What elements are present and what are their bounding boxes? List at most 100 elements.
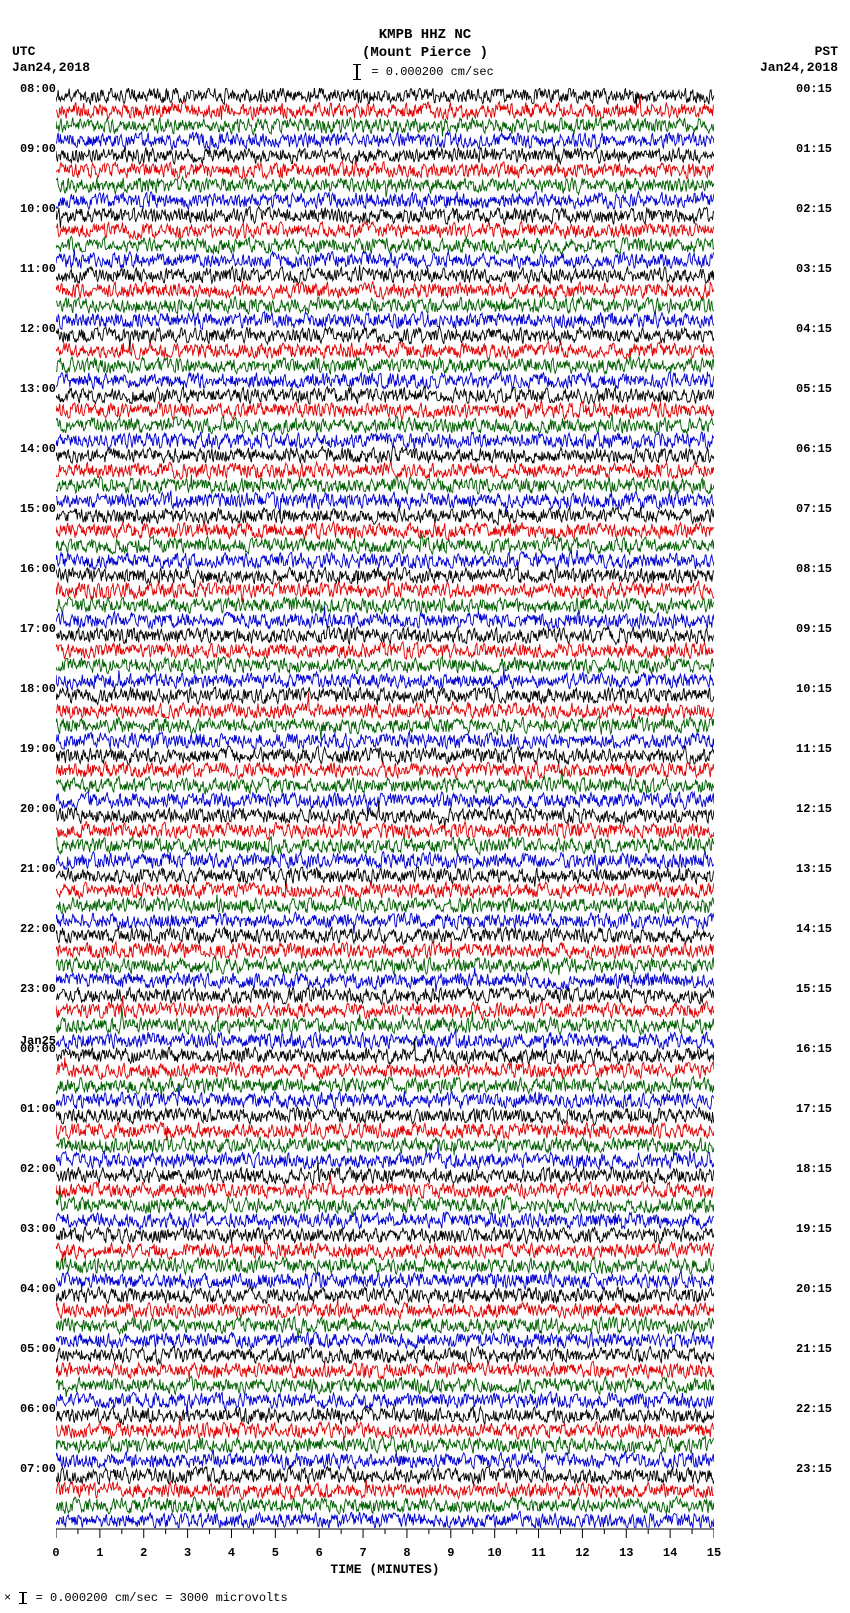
seismic-trace — [56, 475, 714, 495]
left-hour-label: 07:00 — [20, 1463, 56, 1475]
seismic-trace — [56, 687, 714, 706]
x-axis: TIME (MINUTES) 0123456789101112131415 — [56, 1528, 714, 1564]
x-tick-label: 15 — [707, 1546, 721, 1560]
seismic-trace — [56, 563, 714, 588]
seismic-trace — [56, 88, 714, 107]
x-tick-label: 11 — [531, 1546, 545, 1560]
seismic-trace — [56, 655, 714, 674]
seismic-trace — [56, 1436, 714, 1454]
left-hour-label: 12:00 — [20, 323, 56, 335]
seismic-trace — [56, 550, 714, 570]
seismic-trace — [56, 1361, 714, 1379]
left-hour-label: 00:00 — [20, 1043, 56, 1055]
left-hour-label: 18:00 — [20, 683, 56, 695]
seismic-trace — [56, 912, 714, 934]
x-tick-label: 3 — [184, 1546, 191, 1560]
seismic-trace — [56, 372, 714, 389]
helicorder-plot — [56, 88, 714, 1528]
left-hour-label: 23:00 — [20, 983, 56, 995]
left-hour-label: 03:00 — [20, 1223, 56, 1235]
right-hour-label: 17:15 — [796, 1103, 832, 1115]
seismic-trace — [56, 882, 714, 899]
seismic-trace — [56, 386, 714, 404]
left-hour-label: 11:00 — [20, 263, 56, 275]
seismic-trace — [56, 1122, 714, 1141]
right-hour-label: 01:15 — [796, 143, 832, 155]
seismic-trace — [56, 1271, 714, 1290]
right-hour-label: 07:15 — [796, 503, 832, 515]
seismic-trace — [56, 1332, 714, 1349]
tz-left-label: UTC — [12, 44, 90, 60]
scale-bar-icon — [22, 1592, 24, 1604]
right-hour-label: 05:15 — [796, 383, 832, 395]
right-hour-label: 23:15 — [796, 1463, 832, 1475]
x-axis-title: TIME (MINUTES) — [56, 1562, 714, 1577]
seismic-trace — [56, 626, 714, 644]
seismic-trace — [56, 1146, 714, 1170]
right-hour-label: 10:15 — [796, 683, 832, 695]
x-tick-label: 10 — [487, 1546, 501, 1560]
seismic-trace — [56, 192, 714, 210]
seismic-trace — [56, 1029, 714, 1051]
seismic-trace — [56, 1480, 714, 1500]
left-hour-label: 17:00 — [20, 623, 56, 635]
right-hour-label: 14:15 — [796, 923, 832, 935]
scale-text: = 0.000200 cm/sec — [371, 65, 493, 79]
x-tick-label: 5 — [272, 1546, 279, 1560]
right-hour-label: 12:15 — [796, 803, 832, 815]
x-tick-label: 1 — [96, 1546, 103, 1560]
x-tick-label: 6 — [316, 1546, 323, 1560]
right-hour-label: 11:15 — [796, 743, 832, 755]
x-tick-label: 13 — [619, 1546, 633, 1560]
seismic-trace — [56, 606, 714, 629]
seismic-trace — [56, 1299, 714, 1319]
seismic-trace — [56, 1497, 714, 1514]
seismic-trace — [56, 996, 714, 1020]
seismic-trace — [56, 1346, 714, 1365]
right-hour-label: 08:15 — [796, 563, 832, 575]
right-hour-label: 03:15 — [796, 263, 832, 275]
helicorder-svg — [56, 88, 714, 1528]
seismic-trace — [56, 1242, 714, 1263]
footer-prefix: × — [4, 1591, 11, 1605]
x-tick-label: 12 — [575, 1546, 589, 1560]
right-hour-label: 06:15 — [796, 443, 832, 455]
seismic-trace — [56, 1107, 714, 1125]
left-time-axis: 08:0009:0010:0011:0012:0013:0014:0015:00… — [12, 88, 56, 1528]
seismic-trace — [56, 597, 714, 615]
right-hour-label: 22:15 — [796, 1403, 832, 1415]
right-hour-label: 16:15 — [796, 1043, 832, 1055]
left-hour-label: 15:00 — [20, 503, 56, 515]
left-hour-label: 08:00 — [20, 83, 56, 95]
seismic-trace — [56, 237, 714, 255]
seismic-trace — [56, 462, 714, 479]
seismic-trace — [56, 957, 714, 976]
seismic-trace — [56, 714, 714, 739]
seismic-trace — [56, 927, 714, 944]
right-hour-label: 19:15 — [796, 1223, 832, 1235]
seismic-trace — [56, 432, 714, 450]
right-hour-label: 18:15 — [796, 1163, 832, 1175]
footer-scale: × = 0.000200 cm/sec = 3000 microvolts — [4, 1591, 288, 1605]
left-hour-label: 20:00 — [20, 803, 56, 815]
seismic-trace — [56, 792, 714, 817]
left-hour-label: 16:00 — [20, 563, 56, 575]
right-time-axis: 00:1501:1502:1503:1504:1505:1506:1507:15… — [796, 88, 838, 1528]
seismic-trace — [56, 1376, 714, 1397]
seismic-trace — [56, 746, 714, 764]
amplitude-scale: = 0.000200 cm/sec — [0, 64, 850, 80]
right-hour-label: 00:15 — [796, 83, 832, 95]
seismic-trace — [56, 1511, 714, 1528]
seismic-trace — [56, 1406, 714, 1425]
seismic-trace — [56, 578, 714, 603]
right-hour-label: 21:15 — [796, 1343, 832, 1355]
seismic-trace — [56, 1466, 714, 1484]
station-line: KMPB HHZ NC — [0, 26, 850, 44]
right-hour-label: 02:15 — [796, 203, 832, 215]
seismic-trace — [56, 987, 714, 1005]
left-hour-label: 05:00 — [20, 1343, 56, 1355]
x-tick-label: 2 — [140, 1546, 147, 1560]
seismic-trace — [56, 281, 714, 300]
seismic-trace — [56, 1212, 714, 1230]
x-tick-label: 0 — [52, 1546, 59, 1560]
